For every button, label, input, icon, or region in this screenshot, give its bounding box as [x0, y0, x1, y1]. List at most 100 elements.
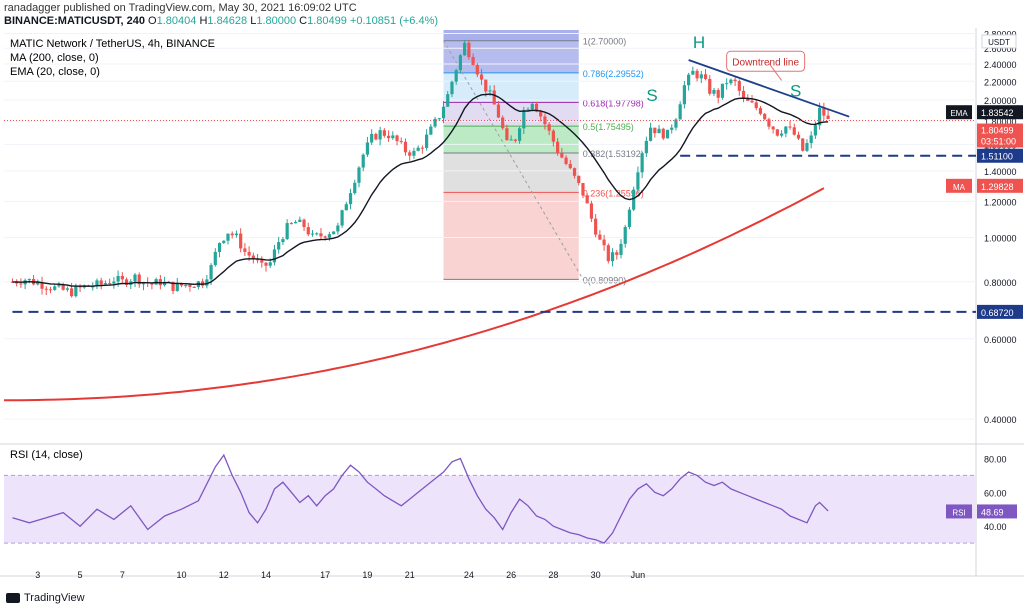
ma-value-bg: [977, 178, 1023, 193]
candle-body: [691, 70, 695, 75]
candle-body: [302, 219, 306, 228]
candle-body: [19, 283, 23, 285]
candle-body: [386, 135, 391, 139]
tradingview-footer[interactable]: TradingView: [6, 592, 85, 604]
downtrend-line: [688, 59, 850, 118]
currency-badge: [981, 34, 1017, 49]
candle-body: [365, 142, 370, 155]
head-label: H: [693, 33, 705, 52]
candle-body: [454, 70, 458, 82]
fib-level-label-0: 1(2.70000): [583, 37, 627, 47]
candle-body: [205, 279, 209, 286]
candle-body: [522, 110, 526, 129]
candle-body: [226, 233, 230, 241]
low-value: 1.80000: [256, 15, 297, 27]
candle-body: [505, 128, 509, 141]
candle-body: [247, 251, 251, 256]
rsi-line: [12, 453, 829, 544]
time-axis[interactable]: 3 5 7 10 12 14 17 19 21 24 26 28 30 Jun: [35, 570, 645, 580]
candle-body: [133, 274, 137, 282]
candle-body: [547, 124, 551, 131]
candle-body: [192, 286, 196, 288]
currency-label: USDT: [988, 38, 1010, 47]
price-tick-label: 2.20000: [984, 77, 1017, 87]
rsi-pane[interactable]: 80.00 60.00 40.00 RSI 48.69: [4, 453, 1017, 544]
candle-body: [530, 103, 534, 110]
candle-body: [467, 42, 471, 58]
candle-body: [813, 125, 818, 136]
time-tick-label: 5: [78, 570, 83, 580]
candle-body: [682, 85, 686, 105]
candle-body: [458, 55, 463, 71]
candle-body: [361, 154, 365, 168]
candle-body: [699, 74, 703, 79]
annotations[interactable]: S H S Downtrend line: [12, 33, 976, 313]
time-tick-label: 12: [219, 570, 229, 580]
candle-body: [716, 89, 720, 98]
candle-body: [475, 64, 479, 75]
candle-body: [10, 281, 15, 283]
time-tick-label: 7: [120, 570, 125, 580]
ema-tag-label: EMA: [950, 109, 968, 118]
candle-body: [784, 126, 788, 134]
trading-chart[interactable]: 1(2.70000) 0.786(2.29552) 0.618(1.97798) 0.…: [0, 28, 1024, 590]
candle-body: [539, 111, 543, 117]
candle-body: [619, 243, 623, 255]
candle-body: [281, 239, 285, 243]
price-tick-label: 2.60000: [984, 44, 1017, 54]
candle-body: [602, 239, 606, 246]
high-value: 1.84628: [207, 15, 248, 27]
candle-body: [103, 283, 108, 285]
candle-body: [294, 222, 298, 224]
candle-body: [61, 284, 65, 290]
price-tick-label: 0.60000: [984, 335, 1017, 345]
candle-body: [640, 153, 644, 173]
open-label: O: [148, 15, 157, 27]
candle-body: [213, 251, 217, 266]
candle-body: [332, 231, 336, 235]
candle-body: [534, 103, 539, 112]
low-label: L: [250, 15, 257, 27]
time-tick-label: 26: [506, 570, 516, 580]
price-axis[interactable]: 2.800002.600002.400002.200002.000001.800…: [946, 30, 1023, 426]
candle-body: [463, 42, 467, 56]
candle-body: [446, 94, 450, 107]
candle-body: [74, 286, 78, 297]
candle-body: [670, 127, 674, 130]
candle-body: [53, 286, 57, 290]
time-tick-label: 30: [591, 570, 601, 580]
candle-body: [729, 79, 733, 84]
candle-body: [636, 172, 640, 190]
candle-body: [606, 245, 610, 262]
candle-body: [703, 74, 708, 79]
candle-body: [70, 288, 74, 297]
candle-body: [150, 283, 154, 285]
candle-body: [564, 157, 568, 164]
candle-body: [264, 262, 268, 266]
candle-body: [344, 204, 348, 211]
last-price-countdown: 03:51:00: [981, 137, 1016, 147]
candle-body: [754, 102, 758, 109]
candle-body: [623, 226, 627, 244]
candle-body: [40, 282, 44, 289]
ema-value-bg: [977, 105, 1023, 120]
fib-level-label-1: 0.786(2.29552): [583, 69, 644, 79]
legend-rsi: RSI (14, close): [10, 449, 83, 461]
candle-body: [809, 135, 813, 144]
candle-body: [741, 90, 746, 98]
candle-body: [771, 126, 775, 130]
candle-body: [733, 79, 737, 82]
candle-body: [484, 79, 488, 92]
shoulder-left-label: S: [646, 86, 657, 105]
candle-body: [378, 130, 382, 140]
ema-line: [12, 93, 829, 287]
candle-body: [289, 223, 293, 225]
candle-body: [184, 284, 188, 286]
shoulder-right-label: S: [790, 81, 801, 100]
candle-body: [260, 260, 264, 263]
candle-body: [610, 252, 615, 262]
candle-body: [818, 107, 822, 126]
candle-body: [403, 141, 408, 153]
candle-body: [568, 163, 572, 169]
candle-body: [572, 168, 577, 176]
